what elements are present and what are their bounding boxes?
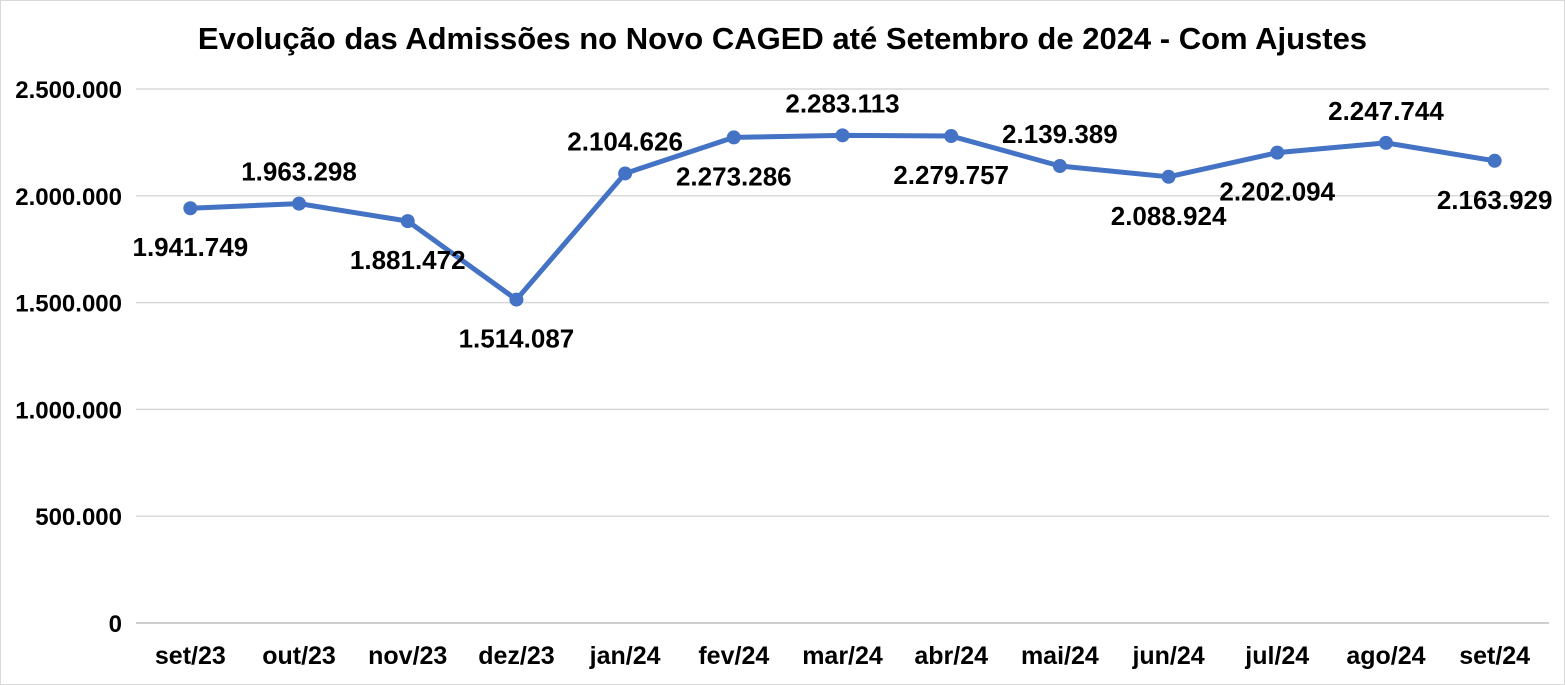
x-axis-label: abr/24 bbox=[914, 642, 988, 670]
data-point-marker bbox=[944, 129, 959, 144]
data-point-marker bbox=[1161, 169, 1176, 184]
y-tick-label: 1.500.000 bbox=[15, 291, 122, 318]
data-label: 2.088.924 bbox=[1111, 201, 1227, 231]
x-axis-label: set/24 bbox=[1459, 642, 1530, 670]
data-label: 2.273.286 bbox=[676, 161, 792, 191]
x-axis-label: ago/24 bbox=[1346, 642, 1425, 670]
x-axis-label: fev/24 bbox=[698, 642, 769, 670]
data-point-marker bbox=[183, 201, 198, 216]
y-tick-label: 0 bbox=[109, 611, 122, 638]
y-tick-label: 500.000 bbox=[35, 504, 122, 531]
chart-title: Evolução das Admissões no Novo CAGED até… bbox=[197, 21, 1368, 56]
data-point-marker bbox=[1270, 145, 1285, 160]
data-point-marker bbox=[618, 166, 633, 181]
x-axis-label: jun/24 bbox=[1131, 642, 1204, 670]
y-tick-label: 2.500.000 bbox=[15, 77, 122, 104]
data-label: 2.202.094 bbox=[1219, 177, 1335, 207]
data-point-marker bbox=[509, 292, 524, 307]
data-point-marker bbox=[1378, 135, 1393, 150]
data-point-marker bbox=[1052, 159, 1067, 174]
data-point-marker bbox=[400, 214, 415, 229]
data-label: 2.139.389 bbox=[1002, 119, 1118, 149]
x-axis-label: out/23 bbox=[262, 642, 336, 670]
data-label: 2.279.757 bbox=[893, 160, 1009, 190]
data-label: 2.283.113 bbox=[785, 88, 899, 118]
data-label: 2.104.626 bbox=[567, 126, 683, 156]
data-label: 2.163.929 bbox=[1437, 185, 1553, 215]
x-axis-label: nov/23 bbox=[368, 642, 447, 670]
data-point-marker bbox=[726, 130, 741, 145]
data-label: 1.941.749 bbox=[133, 232, 249, 262]
x-axis-label: dez/23 bbox=[478, 642, 554, 670]
data-point-marker bbox=[835, 128, 850, 143]
data-point-marker bbox=[292, 196, 307, 211]
x-axis-label: jan/24 bbox=[589, 642, 661, 670]
data-label: 1.514.087 bbox=[459, 324, 575, 354]
x-axis-label: mai/24 bbox=[1021, 642, 1099, 670]
x-axis-label: jul/24 bbox=[1244, 642, 1309, 670]
x-axis-label: mar/24 bbox=[802, 642, 883, 670]
data-label: 1.881.472 bbox=[350, 245, 466, 275]
y-tick-label: 2.000.000 bbox=[15, 184, 122, 211]
data-label: 1.963.298 bbox=[241, 157, 357, 187]
x-axis-label: set/23 bbox=[155, 642, 226, 670]
y-tick-label: 1.000.000 bbox=[15, 397, 122, 424]
data-label: 2.247.744 bbox=[1328, 96, 1444, 126]
data-point-marker bbox=[1487, 153, 1502, 168]
